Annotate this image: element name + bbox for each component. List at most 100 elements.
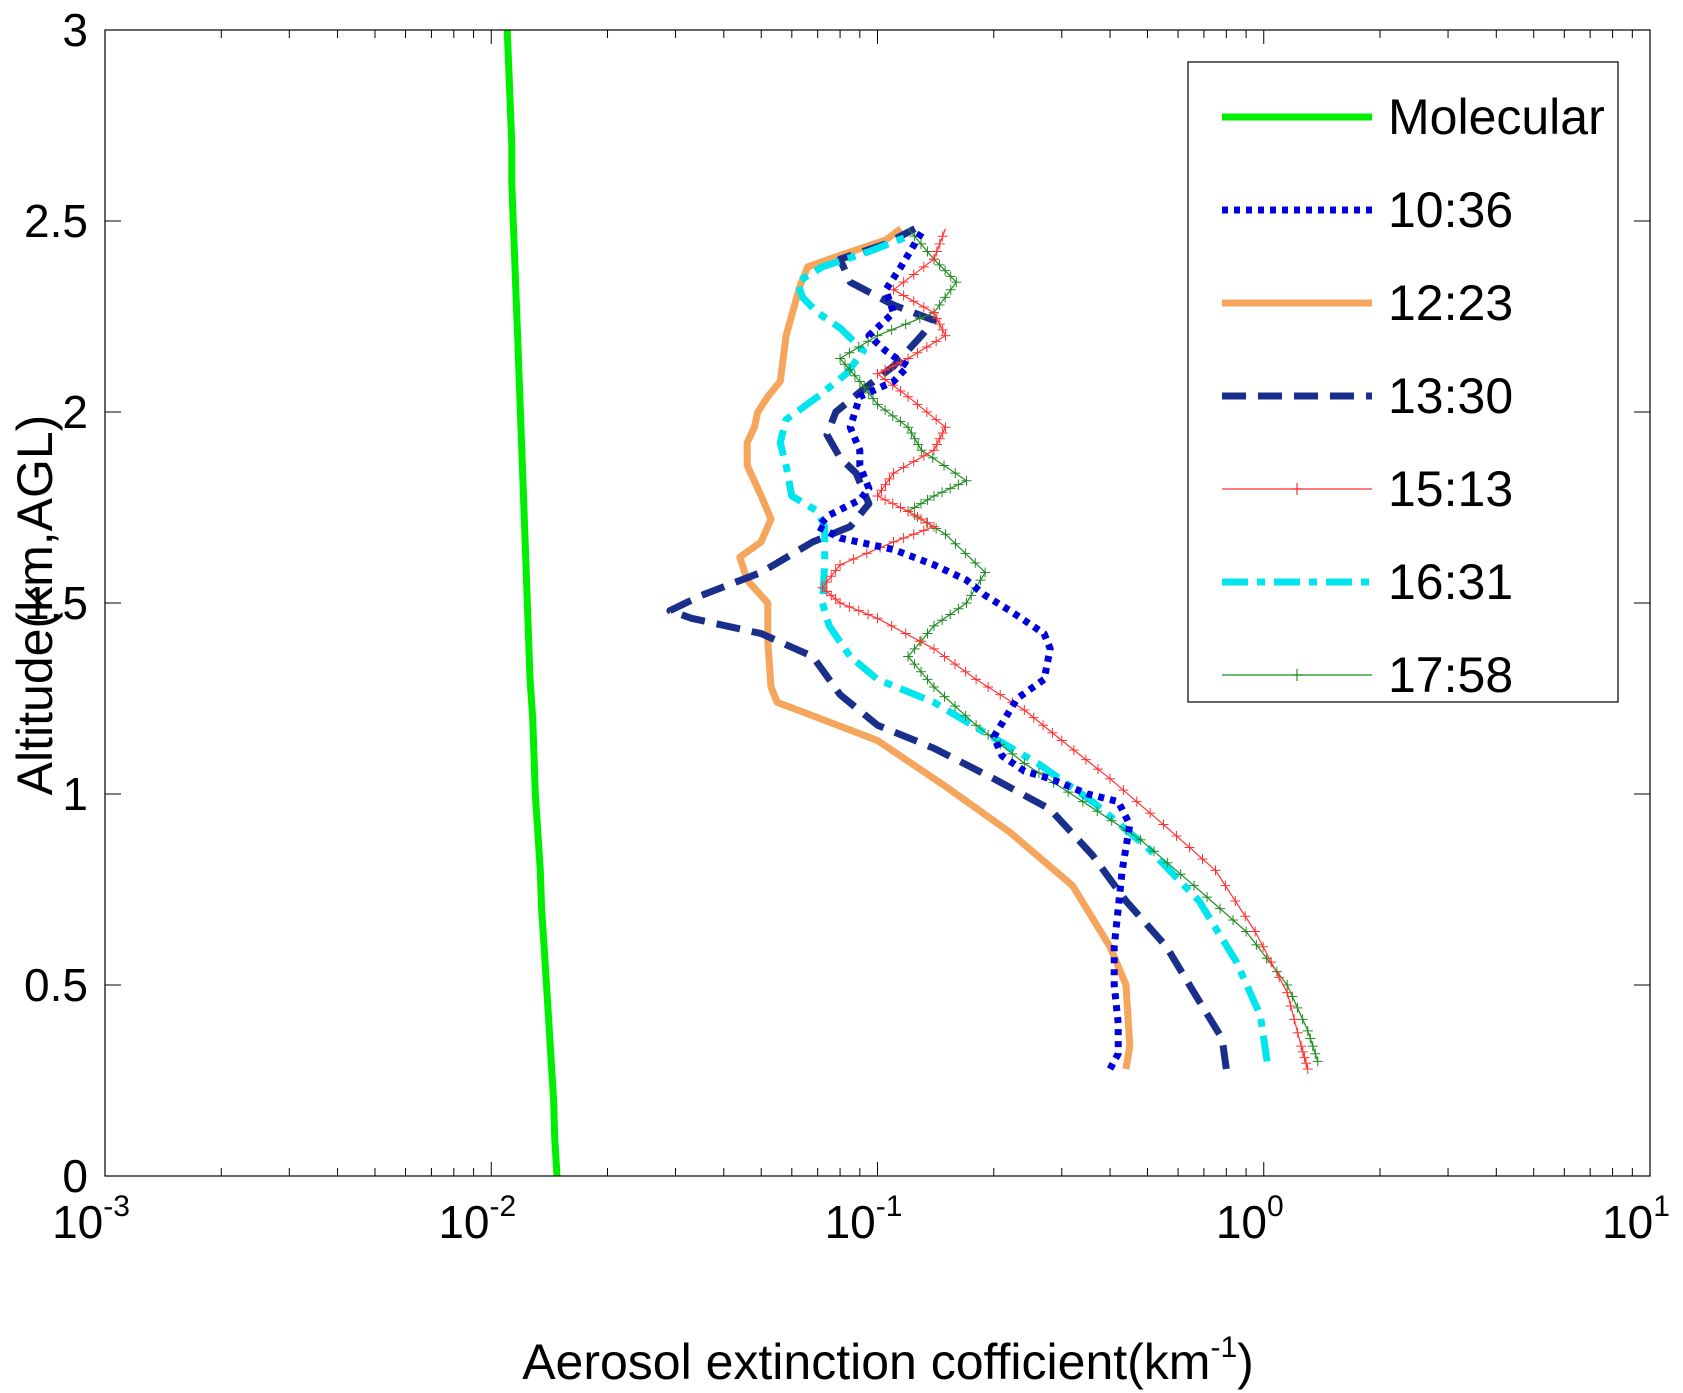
data-point-marker [1241,926,1252,937]
data-point-marker [887,498,898,509]
data-point-marker [945,271,956,282]
x-tick-label-base: 10 [1602,1196,1653,1248]
series-15-13 [817,228,1313,1075]
x-tick-label-exp: -2 [489,1190,516,1223]
data-point-marker [916,445,927,456]
data-point-marker [1202,892,1213,903]
x-tick-label: 101 [1602,1190,1670,1248]
data-point-marker [934,259,945,270]
data-point-marker [1251,939,1262,950]
x-tick-label-base: 10 [825,1196,876,1248]
data-point-marker [909,659,920,670]
data-point-marker [939,460,950,471]
data-point-marker [1028,712,1039,723]
legend: Molecular 10:36 12:23 13:30 15:13 16:31 17:58 [1187,61,1619,703]
x-axis-label-text: Aerosol extinction cofficient(km [522,1334,1210,1390]
data-point-marker [995,689,1006,700]
data-point-marker [928,491,939,502]
data-point-marker [960,666,971,677]
data-point-marker [934,238,945,249]
data-point-marker [960,548,971,559]
data-point-marker [937,487,948,498]
data-point-marker [922,246,933,257]
x-tick-label-base: 10 [438,1196,489,1248]
data-point-marker [912,399,923,410]
data-point-marker [861,548,872,559]
y-axis-label: Altitude(km,AGL) [7,415,63,796]
data-point-marker [888,468,899,479]
data-point-marker [1210,865,1221,876]
data-point-marker [1230,895,1241,906]
series-line [814,230,1134,1071]
data-point-marker [1068,745,1079,756]
data-point-marker [928,445,939,456]
data-point-marker [922,674,933,685]
data-point-marker [1297,1014,1308,1025]
series-layer [503,29,1323,1177]
y-tick-label: 2 [62,386,88,438]
data-point-marker [980,567,991,578]
data-point-marker [1175,869,1186,880]
data-point-marker [849,370,860,381]
data-point-marker [1106,815,1117,826]
data-point-marker [950,659,961,670]
data-point-marker [844,601,855,612]
data-point-marker [835,559,846,570]
data-point-marker [914,313,925,324]
data-point-marker [1197,853,1208,864]
data-point-marker [953,603,964,614]
data-point-marker [918,525,929,536]
data-point-marker [916,238,927,249]
series-Molecular [503,29,561,1177]
data-point-marker [844,364,855,375]
data-point-marker [888,536,899,547]
data-point-marker [868,393,879,404]
data-point-marker [821,576,832,587]
data-point-marker [960,710,971,721]
data-point-marker [966,590,977,601]
x-tick-label: 10-2 [438,1190,516,1248]
data-point-marker [928,254,939,265]
data-point-marker [1105,773,1116,784]
data-point-marker [863,609,874,620]
data-point-marker [1287,991,1298,1002]
data-point-marker [970,557,981,568]
data-point-marker [1019,704,1030,715]
data-point-marker [898,462,909,473]
data-point-marker [898,533,909,544]
x-tick-label-exp: -3 [103,1190,130,1223]
data-point-marker [937,428,948,439]
data-point-marker [1312,1056,1323,1067]
data-point-marker [895,385,906,396]
data-point-marker [945,609,956,620]
data-point-marker [1148,846,1159,857]
data-point-marker [1240,911,1251,922]
data-point-marker [895,502,906,513]
data-point-marker [898,277,909,288]
x-tick-label-base: 10 [1216,1196,1267,1248]
data-point-marker [971,720,982,731]
data-point-marker [928,307,939,318]
data-point-marker [921,407,932,417]
data-point-marker [887,361,898,372]
data-point-marker [937,615,948,626]
data-point-marker [928,682,939,693]
data-point-marker [1047,727,1058,738]
data-point-marker [853,605,864,616]
legend-box [1187,61,1619,703]
data-point-marker [826,571,837,582]
data-point-marker [931,336,942,347]
data-point-marker [1118,785,1129,796]
x-tick-label-exp: 1 [1653,1190,1670,1223]
data-point-marker [1285,1001,1296,1012]
x-tick-label: 100 [1216,1190,1284,1248]
series-line [503,29,561,1177]
data-point-marker [1301,1058,1312,1069]
data-point-marker [1135,834,1146,845]
legend-label: 17:58 [1388,647,1513,703]
data-point-marker [909,433,920,444]
series-12-23 [736,225,1134,1070]
data-point-marker [1271,966,1282,977]
data-point-marker [1292,1027,1303,1038]
data-point-marker [876,485,887,496]
